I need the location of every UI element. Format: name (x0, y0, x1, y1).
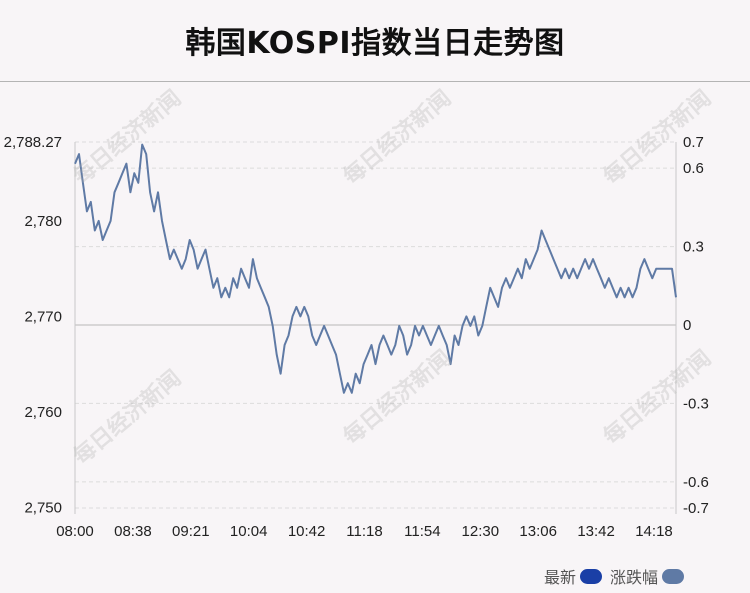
price-series-line (74, 143, 677, 394)
legend-label-change: 涨跌幅 (609, 568, 658, 587)
x-tick-label-7: 12:30 (462, 523, 500, 540)
left-tick-label-0: 2,750 (24, 499, 62, 516)
right-tick-label-4: 0.3 (683, 239, 704, 256)
x-tick-label-4: 10:42 (288, 523, 326, 540)
chart-legend: 最新 涨跌幅 (544, 564, 684, 588)
right-tick-label-6: 0.7 (683, 134, 704, 151)
x-tick-label-2: 09:21 (172, 523, 210, 540)
x-tick-label-8: 13:06 (519, 523, 557, 540)
legend-swatch-change (662, 568, 684, 584)
x-tick-label-1: 08:38 (114, 523, 152, 540)
right-tick-label-1: -0.6 (683, 474, 709, 491)
right-tick-label-3: 0 (683, 317, 691, 334)
right-tick-label-0: -0.7 (683, 500, 709, 517)
title-divider (0, 81, 750, 82)
left-tick-label-2: 2,770 (24, 308, 62, 325)
x-tick-label-9: 13:42 (577, 523, 615, 540)
right-tick-label-5: 0.6 (683, 160, 704, 177)
x-tick-label-6: 11:54 (404, 523, 440, 540)
left-tick-label-1: 2,760 (24, 404, 62, 421)
left-tick-label-3: 2,780 (24, 213, 62, 230)
left-tick-label-4: 2,788.27 (4, 134, 62, 151)
legend-label-latest: 最新 (543, 568, 576, 587)
legend-item-latest[interactable]: 最新 (544, 564, 602, 588)
right-tick-label-2: -0.3 (683, 395, 709, 412)
legend-item-change[interactable]: 涨跌幅 (610, 564, 684, 588)
chart-title: 韩国KOSPI指数当日走势图 (185, 26, 565, 61)
legend-swatch-latest (579, 568, 602, 584)
x-tick-label-3: 10:04 (230, 523, 268, 540)
x-tick-label-0: 08:00 (56, 523, 94, 540)
x-tick-label-10: 14:18 (635, 523, 673, 540)
x-tick-label-5: 11:18 (346, 523, 382, 540)
